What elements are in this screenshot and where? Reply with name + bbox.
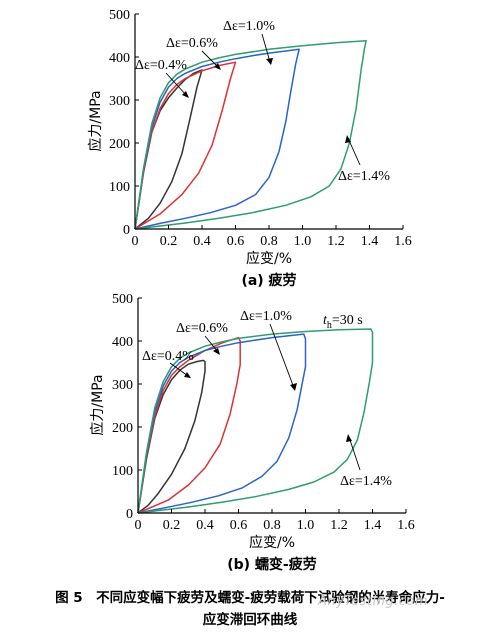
y-tick-label-a: 500 <box>109 8 130 23</box>
label-a-0-4: Δε=0.4% <box>135 58 187 73</box>
hysteresis-loop-a-1-4 <box>134 39 367 230</box>
hold-time-value: =30 s <box>332 313 363 328</box>
panel-b: 0 0.2 0.4 0.6 0.8 1.0 1.2 1.4 1.6 0 100 200 300 400 50… <box>89 292 415 573</box>
x-axis-title-b: 应变/% <box>249 534 295 551</box>
label-b-1-4: Δε=1.4% <box>340 474 392 489</box>
leader-a-1-4 <box>347 137 361 166</box>
arrowhead-a-1-0 <box>266 58 273 65</box>
leader-b-0-4 <box>169 362 189 377</box>
x-tick-label-b: 0 <box>135 518 142 533</box>
ticks-a: 0 0.2 0.4 0.6 0.8 1.0 1.2 1.4 1.6 0 100 200 300 400 50… <box>109 8 412 249</box>
arrowhead-b-1-0 <box>290 383 297 391</box>
leader-a-0-4 <box>165 72 188 97</box>
figure: 0 0.2 0.4 0.6 0.8 1.0 1.2 1.4 1.6 0 100 200 300 400 50… <box>87 8 415 573</box>
hysteresis-loop-b-0-6 <box>137 336 241 514</box>
curves-b <box>137 328 374 514</box>
leader-b-1-0 <box>269 323 295 389</box>
y-tick-label-a: 400 <box>109 51 130 66</box>
caption-line-2: 应变滞回环曲线 <box>202 612 298 628</box>
x-tick-label-a: 0.8 <box>260 234 278 249</box>
label-b-0-6: Δε=0.6% <box>176 321 228 336</box>
arrowhead-b-0-6 <box>213 348 220 355</box>
leaders-a <box>165 33 361 166</box>
x-tick-label-a: 1.6 <box>394 234 412 249</box>
x-tick-label-b: 1.6 <box>397 518 415 533</box>
leaders-b <box>169 323 361 471</box>
y-tick-label-a: 100 <box>109 180 130 195</box>
curves-a <box>134 39 367 230</box>
x-tick-label-b: 1.4 <box>364 518 382 533</box>
y-axis-title-b: 应力/MPa <box>89 374 106 435</box>
x-tick-label-a: 0.6 <box>227 234 245 249</box>
y-tick-label-a: 200 <box>109 137 130 152</box>
label-a-1-0: Δε=1.0% <box>223 19 275 34</box>
x-tick-label-a: 1.0 <box>294 234 312 249</box>
y-tick-label-b: 400 <box>112 335 133 350</box>
caption-line-1: 图 5 不同应变幅下疲劳及蠕变-疲劳载荷下试验钢的半寿命应力- <box>55 590 445 606</box>
subtitle-b: (b) 蠕变-疲劳 <box>227 556 317 573</box>
subtitle-a: (a) 疲劳 <box>241 272 296 289</box>
x-tick-label-a: 0 <box>132 234 139 249</box>
y-tick-label-b: 300 <box>112 378 133 393</box>
x-tick-label-a: 1.4 <box>361 234 379 249</box>
label-a-1-4: Δε=1.4% <box>338 169 390 184</box>
hold-time-subscript: h <box>327 320 332 331</box>
label-b-1-0: Δε=1.0% <box>240 309 292 324</box>
ticks-b: 0 0.2 0.4 0.6 0.8 1.0 1.2 1.4 1.6 0 100 200 300 400 50… <box>112 292 415 533</box>
y-tick-label-b: 0 <box>126 507 133 522</box>
x-tick-label-b: 1.0 <box>297 518 315 533</box>
panel-a: 0 0.2 0.4 0.6 0.8 1.0 1.2 1.4 1.6 0 100 200 300 400 50… <box>87 8 412 289</box>
arrowhead-a-1-4 <box>345 135 351 143</box>
y-tick-label-b: 500 <box>112 292 133 307</box>
hysteresis-loop-b-1-4 <box>137 328 374 514</box>
leader-b-1-4 <box>348 436 361 471</box>
label-a-0-6: Δε=0.6% <box>166 36 218 51</box>
x-tick-label-b: 0.2 <box>163 518 181 533</box>
x-tick-label-b: 0.6 <box>230 518 248 533</box>
x-tick-label-b: 0.4 <box>196 518 214 533</box>
label-b-0-4: Δε=0.4% <box>142 349 194 364</box>
x-axis-title-a: 应变/% <box>246 250 292 267</box>
y-tick-label-a: 300 <box>109 94 130 109</box>
y-tick-label-b: 100 <box>112 464 133 479</box>
x-tick-label-b: 0.8 <box>263 518 281 533</box>
x-tick-label-a: 0.2 <box>160 234 178 249</box>
figure-caption: 图 5 不同应变幅下疲劳及蠕变-疲劳载荷下试验钢的半寿命应力- 应变滞回环曲线 <box>0 587 500 631</box>
x-tick-label-a: 0.4 <box>193 234 211 249</box>
y-tick-label-b: 200 <box>112 421 133 436</box>
x-tick-label-b: 1.2 <box>330 518 348 533</box>
y-tick-label-a: 0 <box>123 223 130 238</box>
y-axis-title-a: 应力/MPa <box>87 90 104 151</box>
arrowhead-a-0-6 <box>214 63 221 70</box>
arrowhead-b-1-4 <box>346 434 352 442</box>
arrowhead-a-0-4 <box>182 91 189 98</box>
hysteresis-loop-b-1-0 <box>137 333 307 514</box>
label-b-hold-time: th=30 s <box>323 313 363 331</box>
watermark: AnyTesting.com <box>318 594 429 609</box>
hysteresis-loop-b-0-4 <box>137 359 206 514</box>
hysteresis-loop-a-0-6 <box>134 61 237 230</box>
arrowhead-b-0-4 <box>184 372 191 378</box>
leader-a-1-0 <box>261 33 271 63</box>
hysteresis-loop-a-1-0 <box>134 48 300 230</box>
hold-time-symbol: t <box>323 313 328 328</box>
x-tick-label-a: 1.2 <box>327 234 345 249</box>
